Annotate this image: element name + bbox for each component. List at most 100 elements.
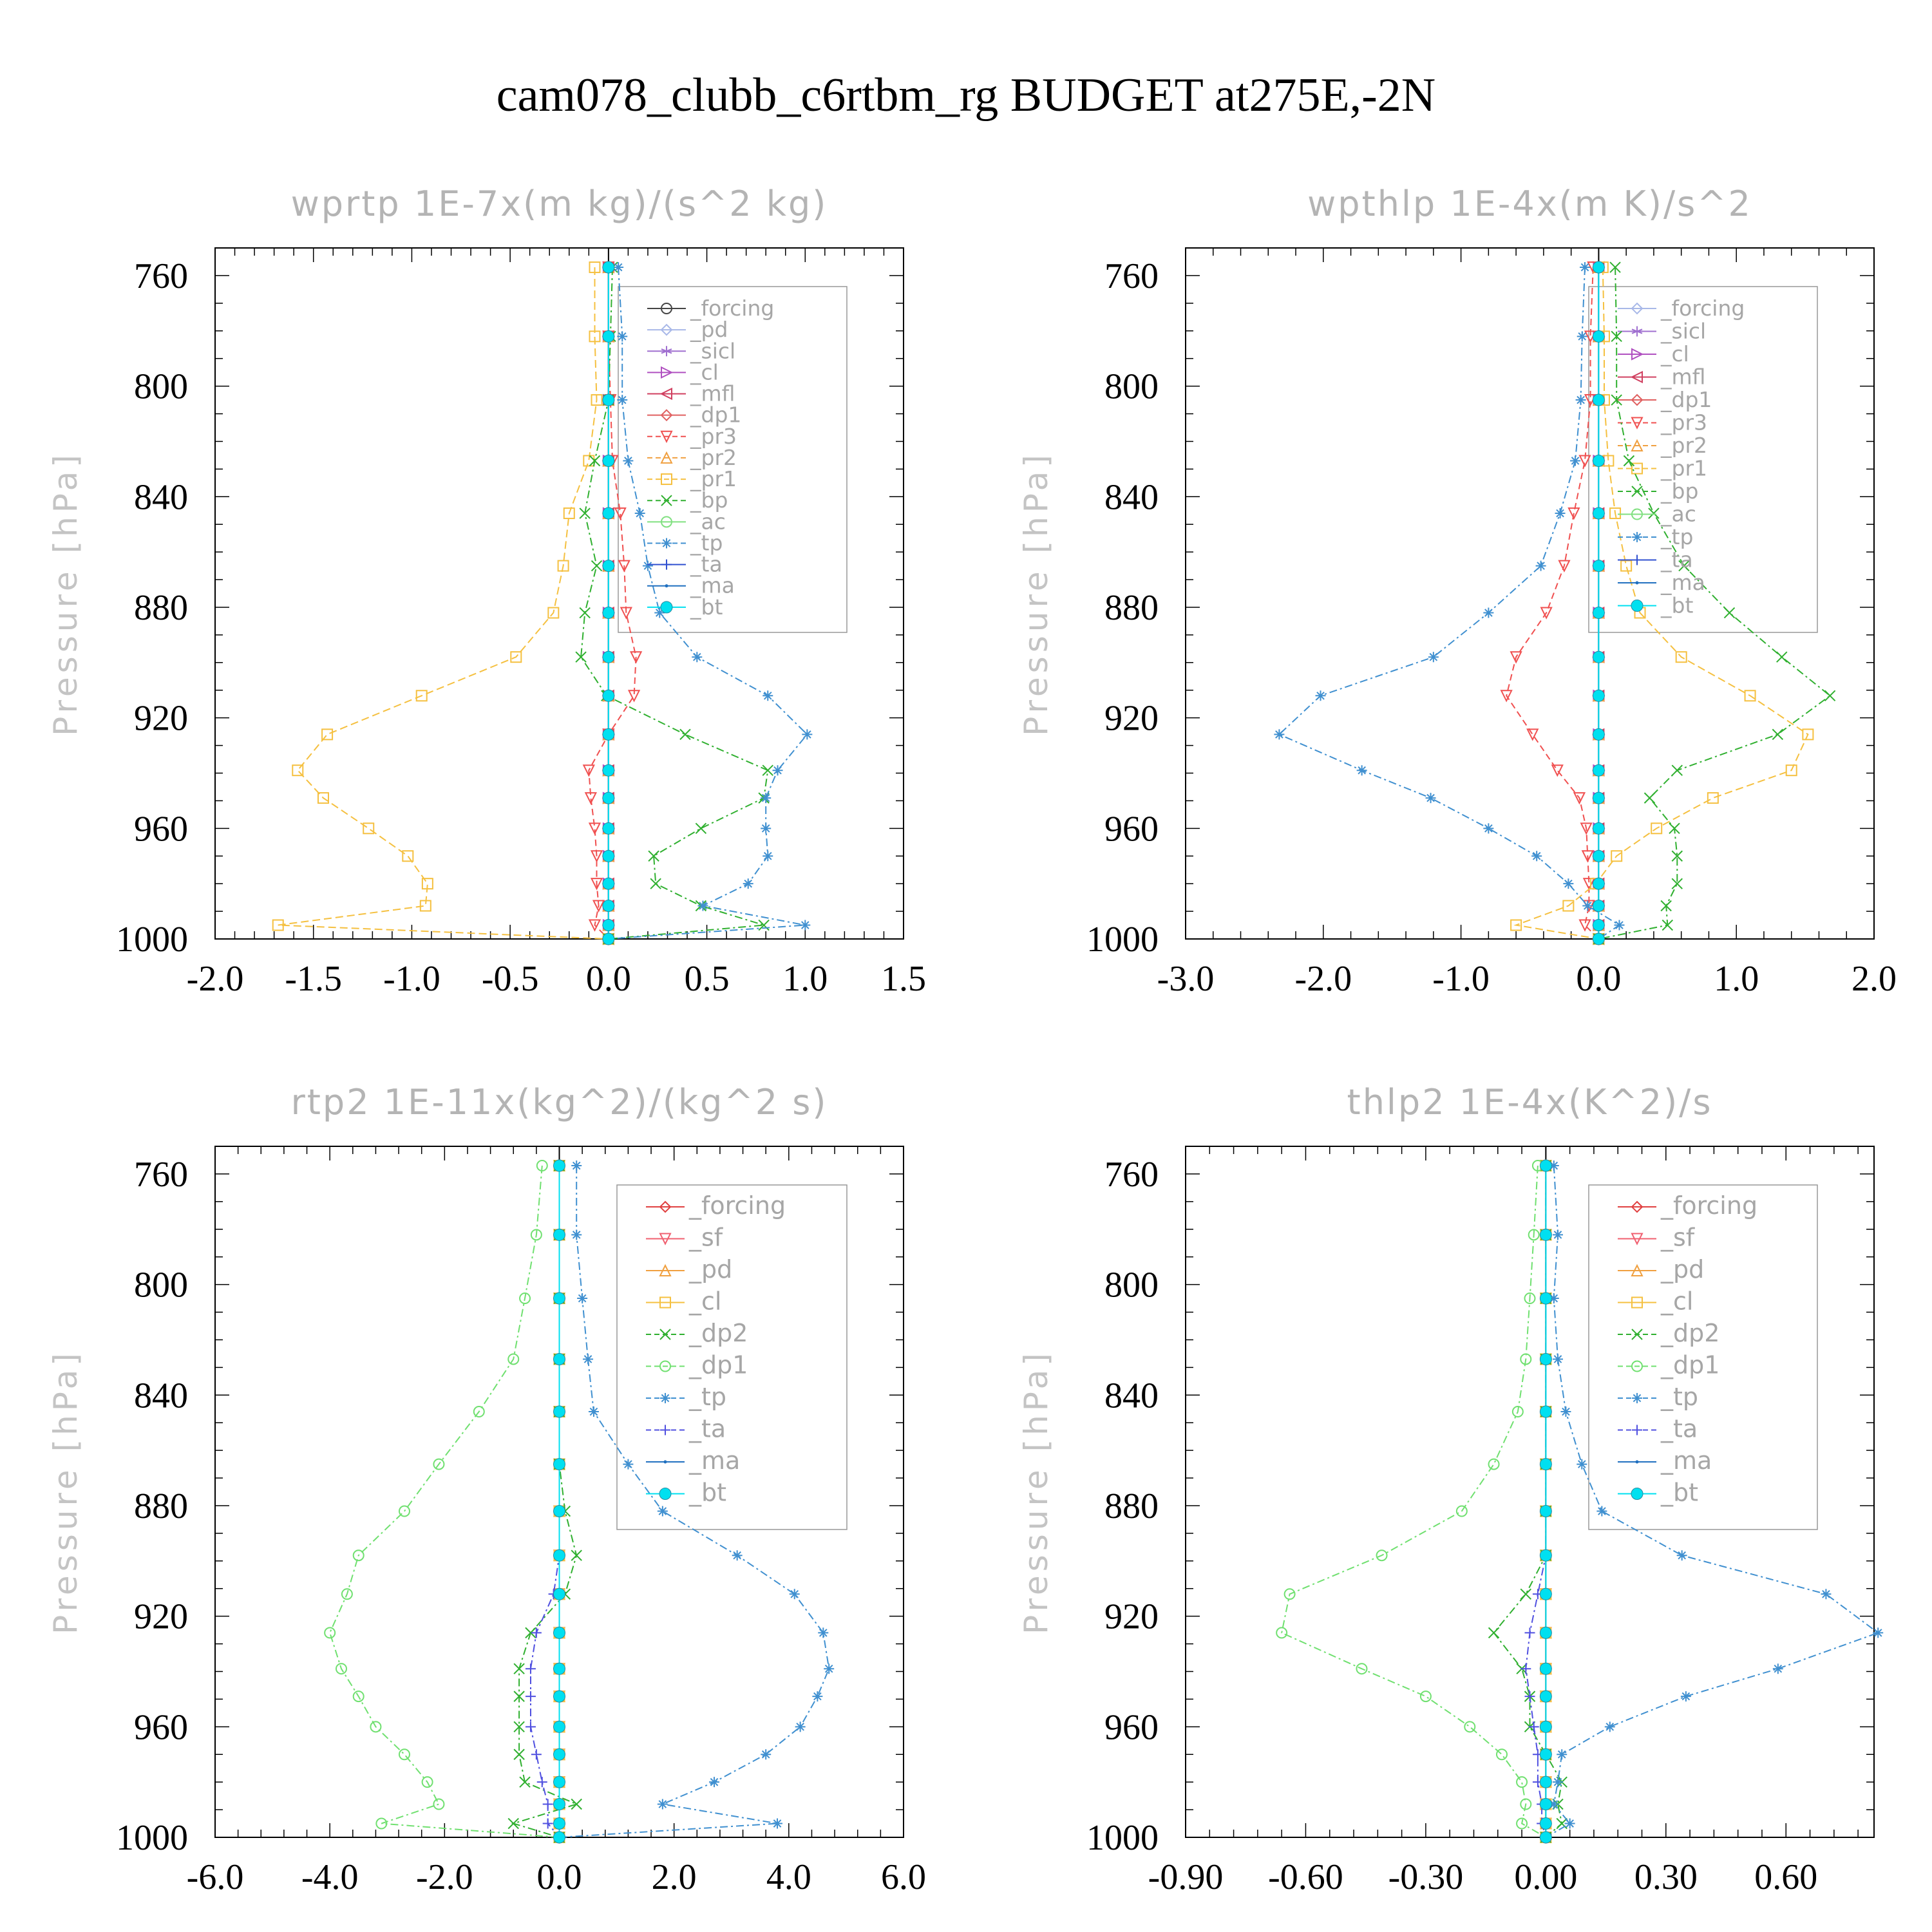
legend-label: _pr2 — [690, 445, 737, 470]
x-tick-label: -1.0 — [383, 959, 440, 999]
legend-box — [616, 1184, 848, 1530]
y-tick-label: 840 — [134, 1376, 188, 1416]
data-point — [324, 1627, 336, 1639]
data-point — [513, 1663, 525, 1674]
y-tick-label: 760 — [134, 256, 188, 296]
data-point — [1524, 1293, 1536, 1305]
panel-wprtp: wprtp 1E-7x(m kg)/(s^2 kg) Pressure [hPa]… — [47, 184, 926, 999]
data-point — [577, 1293, 588, 1304]
legend-marker — [1631, 508, 1643, 520]
legend-label: _dp1 — [688, 1351, 748, 1379]
legend-marker — [1631, 462, 1643, 475]
data-point — [1707, 792, 1719, 804]
data-point — [1539, 1776, 1552, 1788]
data-point — [1539, 1505, 1552, 1518]
legend-label: _forcing — [1660, 296, 1745, 321]
y-tick-label: 920 — [134, 1597, 188, 1637]
legend-entry: _cl — [1618, 1287, 1693, 1316]
data-point — [1488, 1627, 1500, 1639]
series-line — [1506, 267, 1600, 940]
legend-marker — [661, 366, 674, 379]
y-axis-label: Pressure [hPa] — [1018, 451, 1055, 736]
data-point — [602, 919, 615, 932]
data-point — [1580, 822, 1593, 835]
data-point — [510, 651, 522, 663]
data-point — [1539, 1405, 1552, 1418]
data-point — [1419, 1690, 1432, 1703]
data-point — [1274, 729, 1285, 740]
data-point — [553, 1817, 565, 1830]
y-tick-label: 800 — [134, 367, 188, 407]
data-point — [657, 1799, 668, 1810]
data-point — [1539, 1458, 1552, 1471]
data-point — [657, 1506, 668, 1517]
data-point — [375, 1817, 388, 1830]
legend-entry: _ta — [1618, 1415, 1698, 1443]
y-tick-label: 760 — [134, 1155, 188, 1195]
data-point — [1582, 900, 1593, 911]
legend-entry: _cl — [646, 1287, 721, 1316]
data-point — [800, 920, 811, 931]
data-point — [589, 330, 601, 343]
data-point — [1511, 1406, 1524, 1418]
data-point — [1620, 560, 1633, 572]
data-point — [542, 1818, 553, 1829]
legend-box — [618, 286, 848, 633]
data-point — [589, 261, 601, 274]
data-point — [1676, 1550, 1687, 1561]
data-point — [1528, 1721, 1539, 1732]
data-point — [1551, 764, 1564, 777]
data-point — [1609, 261, 1621, 273]
data-point — [525, 1721, 536, 1732]
legend-marker — [1631, 1233, 1643, 1245]
legend-entry: _ma — [647, 573, 735, 598]
data-point — [588, 1406, 599, 1417]
data-point — [1592, 849, 1605, 862]
panel-title: rtp2 1E-11x(kg^2)/(kg^2 s) — [291, 1082, 828, 1122]
legend-entry: _ac — [1618, 502, 1696, 527]
legend-marker — [1631, 1360, 1643, 1372]
data-point — [1577, 331, 1587, 342]
data-point — [1555, 508, 1566, 519]
data-point — [1283, 1588, 1296, 1600]
legend-marker — [1632, 532, 1642, 542]
data-point — [1592, 919, 1605, 932]
data-point — [629, 651, 643, 664]
data-point — [1528, 1229, 1540, 1241]
data-point — [553, 1458, 565, 1471]
y-tick-label: 920 — [134, 699, 188, 739]
data-point — [1548, 1799, 1559, 1810]
y-axis-label: Pressure [hPa] — [1018, 1349, 1055, 1634]
data-point — [1623, 455, 1635, 467]
legend-entry: _tp — [1618, 1383, 1698, 1411]
y-tick-label: 800 — [1104, 1265, 1159, 1305]
data-point — [802, 729, 813, 740]
data-point — [1425, 793, 1436, 804]
data-point — [812, 1691, 823, 1702]
data-point — [1535, 560, 1546, 571]
legend-marker — [661, 346, 672, 357]
data-point — [1539, 1748, 1552, 1761]
data-point — [1592, 607, 1605, 620]
legend-marker — [1631, 1488, 1643, 1500]
data-point — [602, 560, 615, 573]
data-point — [1455, 1505, 1468, 1517]
legend-entry: _bt — [1618, 593, 1693, 618]
data-point — [1671, 878, 1683, 889]
data-point — [1678, 560, 1690, 572]
data-point — [563, 507, 575, 520]
data-point — [1611, 394, 1622, 406]
legend-label: _mfl — [1660, 365, 1705, 390]
data-point — [602, 507, 615, 520]
y-tick-label: 880 — [1104, 588, 1159, 628]
data-point — [370, 1721, 382, 1733]
data-point — [697, 900, 708, 911]
y-tick-label: 1000 — [1086, 1818, 1159, 1858]
data-point — [1577, 1459, 1587, 1470]
data-point — [1562, 900, 1575, 912]
legend-entry: _pd — [646, 1255, 732, 1283]
data-point — [1643, 792, 1656, 804]
data-point — [743, 878, 753, 889]
data-point — [553, 1587, 565, 1600]
